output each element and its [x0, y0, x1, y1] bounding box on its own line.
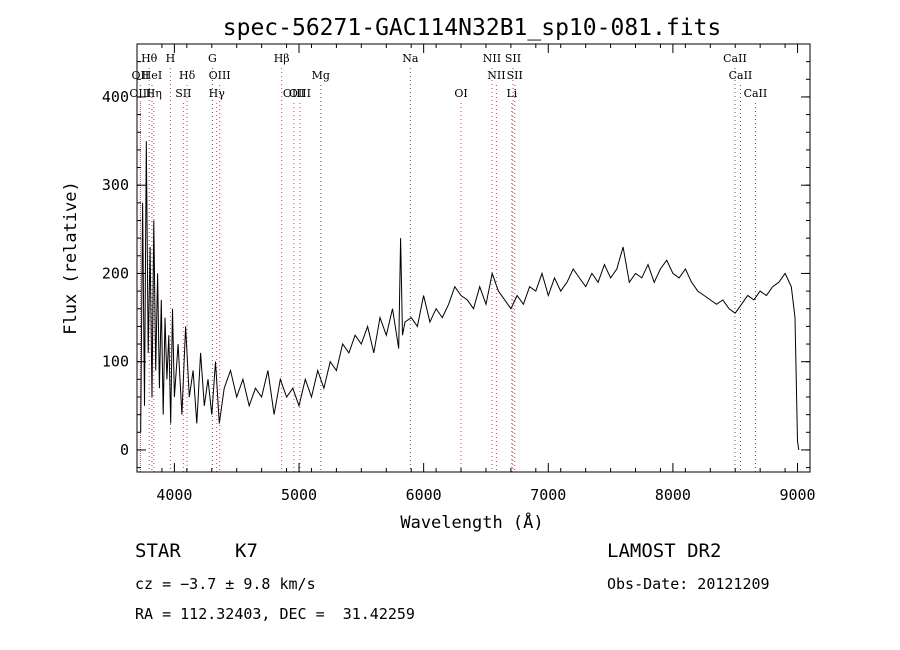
- y-tick-label: 400: [102, 88, 129, 106]
- line-marker-label: Mg: [312, 69, 330, 82]
- line-marker-label: CaII: [744, 87, 768, 100]
- line-marker-label: OIII: [283, 87, 305, 100]
- line-marker-label: H: [166, 52, 176, 65]
- redshift-value: cz = −3.7 ± 9.8 km/s: [135, 575, 316, 593]
- coordinates: RA = 112.32403, DEC = 31.42259: [135, 605, 415, 623]
- line-marker-label: Hβ: [274, 52, 290, 65]
- axis-ticks: 4000 5000 6000 7000 8000 9000 0 100 200 300 400: [102, 43, 816, 504]
- x-tick-label: 7000: [530, 486, 566, 504]
- line-marker-label: OI: [454, 87, 467, 100]
- line-marker-label: SII: [505, 52, 521, 65]
- line-marker-label: HeI: [142, 69, 162, 82]
- spectral-line-markers: HθOIIHeIOIIIHηHHδSIIGOIIIHγHβOIIIOIIIMgN…: [129, 52, 767, 472]
- y-tick-label: 300: [102, 176, 129, 194]
- line-marker-label: G: [208, 52, 217, 65]
- x-tick-label: 9000: [779, 486, 815, 504]
- line-marker-label: Li: [506, 87, 517, 100]
- line-marker-label: CaII: [729, 69, 753, 82]
- line-marker-label: Hδ: [179, 69, 196, 82]
- spectrum-line: [140, 141, 800, 450]
- x-tick-label: 5000: [281, 486, 317, 504]
- line-marker-label: SII: [507, 69, 523, 82]
- x-tick-label: 4000: [156, 486, 192, 504]
- x-tick-label: 8000: [655, 486, 691, 504]
- line-marker-label: Na: [402, 52, 419, 65]
- line-marker-label: Hη: [146, 87, 162, 100]
- object-subclass: K7: [235, 540, 258, 562]
- line-marker-label: OIII: [209, 69, 231, 82]
- x-tick-label: 6000: [406, 486, 442, 504]
- line-marker-label: OIII: [289, 87, 311, 100]
- x-axis-label: Wavelength (Å): [400, 511, 543, 533]
- line-marker-label: OII: [132, 69, 150, 82]
- survey-name: LAMOST DR2: [607, 540, 722, 562]
- observation-date: Obs-Date: 20121209: [607, 575, 770, 593]
- plot-frame: [136, 43, 811, 473]
- line-marker-label: SII: [175, 87, 191, 100]
- object-class: STAR: [135, 540, 181, 562]
- line-marker-label: Hγ: [209, 87, 226, 100]
- line-marker-label: CaII: [723, 52, 747, 65]
- line-marker-label: NII: [487, 69, 505, 82]
- line-marker-label: NII: [483, 52, 501, 65]
- y-axis-label: Flux (relative): [61, 181, 81, 335]
- line-marker-label: Hθ: [141, 52, 158, 65]
- chart-title: spec-56271-GAC114N32B1_sp10-081.fits: [223, 15, 722, 41]
- y-tick-label: 0: [120, 441, 129, 459]
- y-tick-label: 200: [102, 264, 129, 282]
- y-tick-label: 100: [102, 353, 129, 371]
